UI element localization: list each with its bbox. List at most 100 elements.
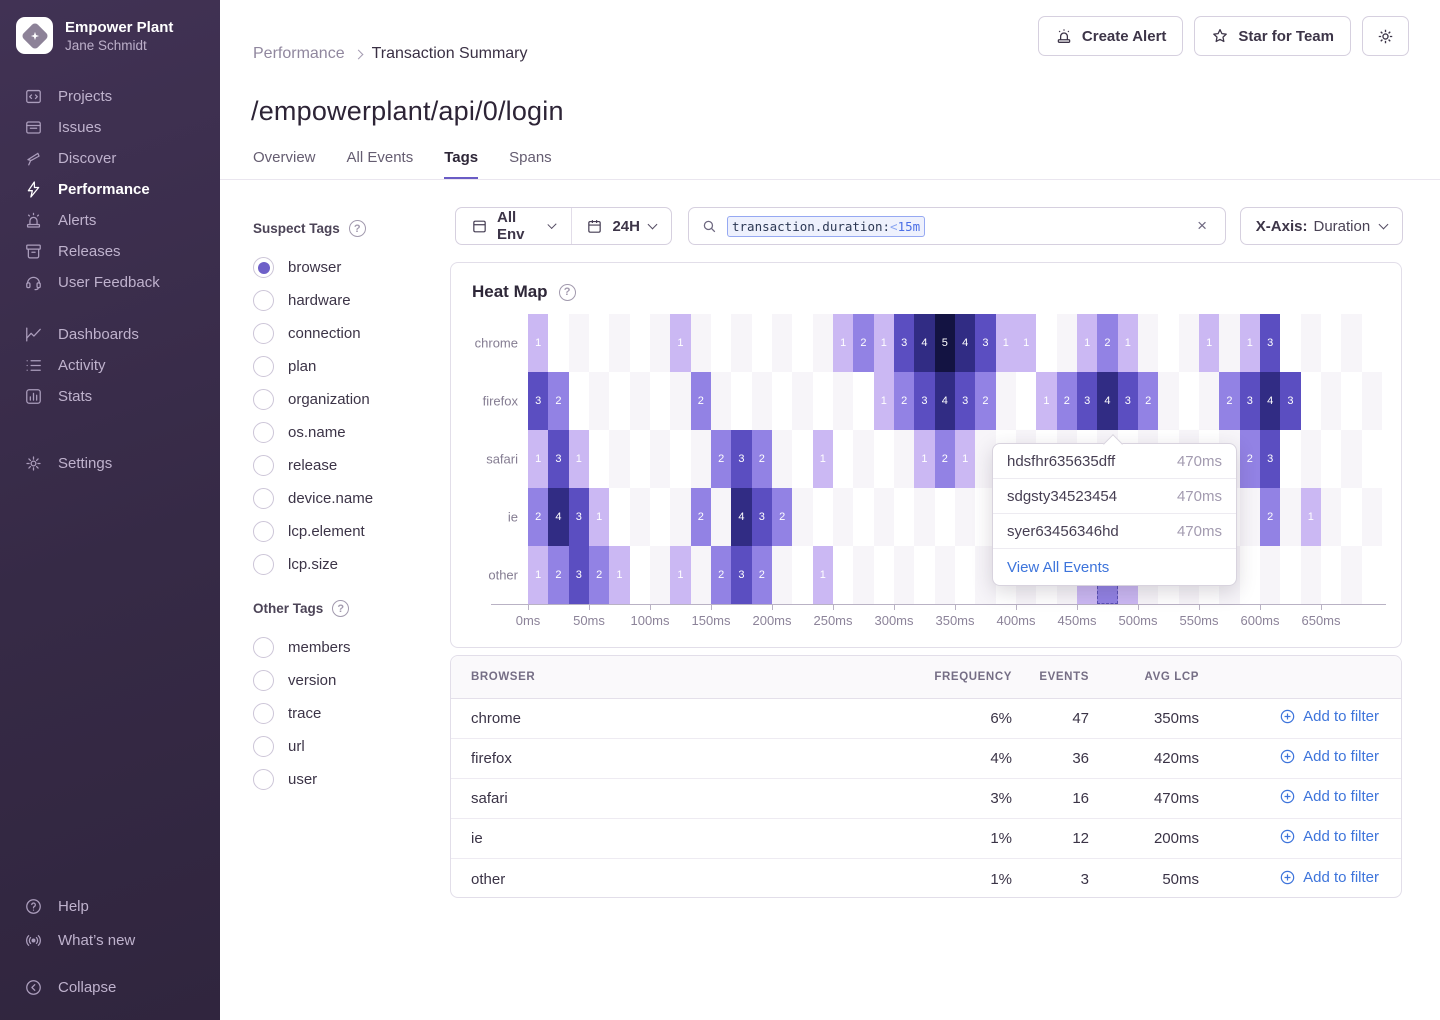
tag-radio-organization[interactable]: organization xyxy=(253,383,373,416)
tag-radio-os-name[interactable]: os.name xyxy=(253,416,373,449)
heatmap-cell-chrome-7[interactable]: 1 xyxy=(670,314,691,372)
sidebar-item-alerts[interactable]: Alerts xyxy=(0,205,220,236)
org-switcher[interactable]: Empower Plant Jane Schmidt xyxy=(0,0,220,54)
environment-selector[interactable]: All Env xyxy=(456,208,571,244)
sidebar-item-discover[interactable]: Discover xyxy=(0,143,220,174)
heatmap-cell-firefox-1[interactable]: 2 xyxy=(548,372,569,430)
tag-radio-trace[interactable]: trace xyxy=(253,697,351,730)
heatmap-cell-safari-20[interactable]: 2 xyxy=(934,430,955,488)
heatmap-cell-safari-9[interactable]: 2 xyxy=(711,430,732,488)
add-to-filter-link[interactable]: Add to filter xyxy=(1279,708,1379,725)
heatmap-cell-safari-19[interactable]: 1 xyxy=(914,430,935,488)
heatmap-cell-safari-21[interactable]: 1 xyxy=(955,430,976,488)
heatmap-cell-other-3[interactable]: 2 xyxy=(589,546,610,604)
heatmap-cell-chrome-22[interactable]: 3 xyxy=(975,314,996,372)
radio-icon[interactable] xyxy=(253,769,274,790)
sidebar-item-stats[interactable]: Stats xyxy=(0,381,220,412)
heatmap-cell-firefox-18[interactable]: 2 xyxy=(894,372,915,430)
heatmap-cell-chrome-16[interactable]: 2 xyxy=(853,314,874,372)
radio-icon[interactable] xyxy=(253,736,274,757)
heatmap-cell-firefox-26[interactable]: 2 xyxy=(1056,372,1077,430)
clear-search-icon[interactable]: × xyxy=(1197,216,1207,235)
add-to-filter-link[interactable]: Add to filter xyxy=(1279,748,1379,765)
heatmap-cell-safari-1[interactable]: 3 xyxy=(548,430,569,488)
heatmap-cell-firefox-19[interactable]: 3 xyxy=(914,372,935,430)
tooltip-event-row[interactable]: syer63456346hd 470ms xyxy=(993,514,1236,549)
heatmap-cell-firefox-25[interactable]: 1 xyxy=(1036,372,1057,430)
heatmap-cell-chrome-20[interactable]: 5 xyxy=(934,314,955,372)
heatmap-cell-ie-38[interactable]: 1 xyxy=(1300,488,1321,546)
view-all-events-link[interactable]: View All Events xyxy=(1007,558,1110,576)
tag-radio-connection[interactable]: connection xyxy=(253,317,373,350)
radio-icon[interactable] xyxy=(253,637,274,658)
radio-icon[interactable] xyxy=(253,488,274,509)
tag-radio-release[interactable]: release xyxy=(253,449,373,482)
heatmap-cell-other-2[interactable]: 3 xyxy=(568,546,589,604)
heatmap-cell-safari-14[interactable]: 1 xyxy=(812,430,833,488)
sidebar-item-issues[interactable]: Issues xyxy=(0,112,220,143)
heatmap-cell-chrome-0[interactable]: 1 xyxy=(528,314,549,372)
add-to-filter-link[interactable]: Add to filter xyxy=(1279,828,1379,845)
heatmap-cell-other-4[interactable]: 1 xyxy=(609,546,630,604)
tag-radio-device-name[interactable]: device.name xyxy=(253,482,373,515)
heatmap-cell-chrome-21[interactable]: 4 xyxy=(955,314,976,372)
heatmap-cell-safari-0[interactable]: 1 xyxy=(528,430,549,488)
radio-icon[interactable] xyxy=(253,521,274,542)
heatmap-cell-ie-10[interactable]: 4 xyxy=(731,488,752,546)
heatmap-cell-chrome-28[interactable]: 2 xyxy=(1097,314,1118,372)
heatmap-cell-other-10[interactable]: 3 xyxy=(731,546,752,604)
tag-radio-browser[interactable]: browser xyxy=(253,251,373,284)
add-to-filter-link[interactable]: Add to filter xyxy=(1279,869,1379,886)
heatmap-cell-firefox-29[interactable]: 3 xyxy=(1117,372,1138,430)
heatmap-cell-ie-0[interactable]: 2 xyxy=(528,488,549,546)
heatmap-cell-firefox-21[interactable]: 3 xyxy=(955,372,976,430)
heatmap-cell-firefox-17[interactable]: 1 xyxy=(873,372,894,430)
heatmap-cell-chrome-35[interactable]: 1 xyxy=(1239,314,1260,372)
heatmap-cell-other-0[interactable]: 1 xyxy=(528,546,549,604)
heatmap-cell-safari-11[interactable]: 2 xyxy=(751,430,772,488)
heatmap-cell-ie-2[interactable]: 3 xyxy=(568,488,589,546)
help-icon[interactable]: ? xyxy=(332,600,350,617)
heatmap-cell-firefox-27[interactable]: 3 xyxy=(1077,372,1098,430)
radio-icon[interactable] xyxy=(253,257,274,278)
heatmap-cell-chrome-27[interactable]: 1 xyxy=(1077,314,1098,372)
tooltip-event-row[interactable]: hdsfhr635635dff 470ms xyxy=(993,444,1236,479)
heatmap-cell-other-7[interactable]: 1 xyxy=(670,546,691,604)
radio-icon[interactable] xyxy=(253,670,274,691)
heatmap-cell-chrome-19[interactable]: 4 xyxy=(914,314,935,372)
heatmap-cell-safari-2[interactable]: 1 xyxy=(568,430,589,488)
sidebar-item-projects[interactable]: Projects xyxy=(0,81,220,112)
heatmap-cell-ie-12[interactable]: 2 xyxy=(772,488,793,546)
sidebar-item-help[interactable]: Help xyxy=(0,889,220,923)
search-token[interactable]: transaction.duration: < 15m xyxy=(727,215,926,237)
radio-icon[interactable] xyxy=(253,323,274,344)
heatmap-cell-ie-11[interactable]: 3 xyxy=(751,488,772,546)
heatmap-cell-chrome-15[interactable]: 1 xyxy=(833,314,854,372)
heatmap-cell-chrome-23[interactable]: 1 xyxy=(995,314,1016,372)
sidebar-item-collapse[interactable]: Collapse xyxy=(0,970,220,1004)
sidebar-item-dashboards[interactable]: Dashboards xyxy=(0,319,220,350)
heatmap-cell-firefox-34[interactable]: 2 xyxy=(1219,372,1240,430)
tag-radio-user[interactable]: user xyxy=(253,763,351,796)
add-to-filter-link[interactable]: Add to filter xyxy=(1279,788,1379,805)
heatmap-cell-chrome-18[interactable]: 3 xyxy=(894,314,915,372)
radio-icon[interactable] xyxy=(253,703,274,724)
heatmap-cell-ie-8[interactable]: 2 xyxy=(690,488,711,546)
tooltip-event-row[interactable]: sdgsty34523454 470ms xyxy=(993,479,1236,514)
tab-tags[interactable]: Tags xyxy=(444,149,479,180)
help-icon[interactable]: ? xyxy=(348,220,366,237)
heatmap-cell-other-9[interactable]: 2 xyxy=(711,546,732,604)
sidebar-item-whats-new[interactable]: What’s new xyxy=(0,923,220,957)
tab-all-events[interactable]: All Events xyxy=(346,149,414,166)
heatmap-cell-chrome-33[interactable]: 1 xyxy=(1199,314,1220,372)
heatmap-cell-chrome-24[interactable]: 1 xyxy=(1016,314,1037,372)
sidebar-item-settings[interactable]: Settings xyxy=(0,448,220,479)
tab-overview[interactable]: Overview xyxy=(253,149,316,166)
heatmap-cell-other-14[interactable]: 1 xyxy=(812,546,833,604)
heatmap-cell-ie-1[interactable]: 4 xyxy=(548,488,569,546)
heatmap-cell-firefox-37[interactable]: 3 xyxy=(1280,372,1301,430)
tag-radio-lcp-element[interactable]: lcp.element xyxy=(253,515,373,548)
tag-radio-url[interactable]: url xyxy=(253,730,351,763)
heatmap-cell-firefox-8[interactable]: 2 xyxy=(690,372,711,430)
settings-gear-button[interactable] xyxy=(1362,16,1409,56)
